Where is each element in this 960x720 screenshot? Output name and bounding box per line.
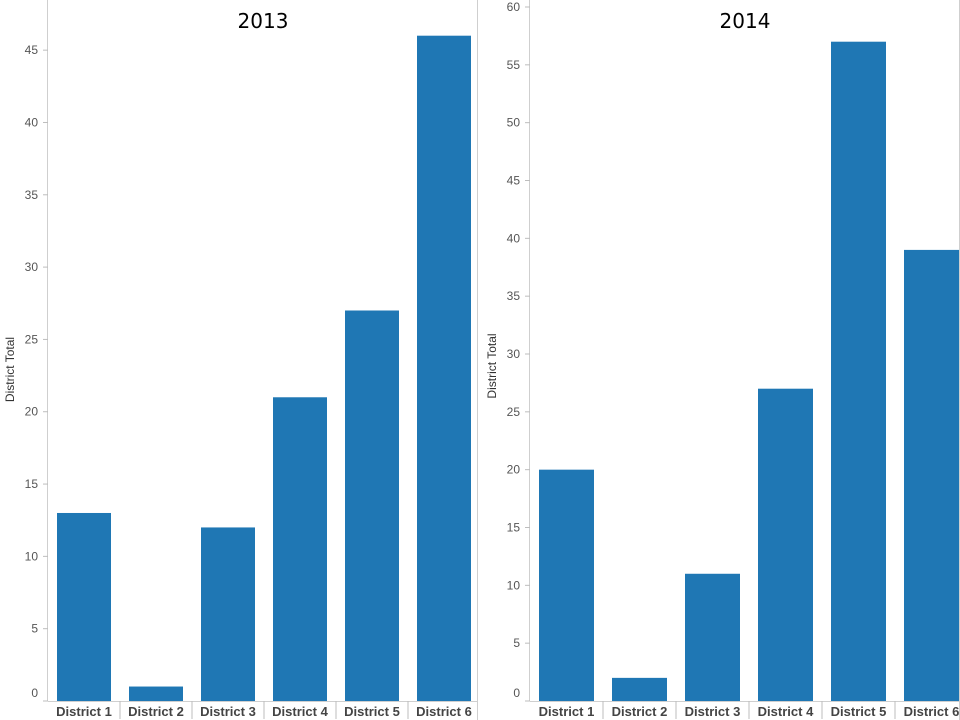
panel-2-category-label: District 5	[831, 704, 887, 719]
panel-2-bar	[539, 469, 594, 701]
panel-1-category-label: District 2	[128, 704, 184, 719]
panel-2-bar	[904, 249, 959, 701]
panel-2-title: 2014	[720, 9, 771, 33]
panel-1-bar	[201, 527, 255, 701]
panel-1-bar	[57, 512, 111, 701]
panel-1-y-axis-label: District Total	[3, 337, 17, 402]
panel-2-y-tick-label: 10	[507, 578, 521, 592]
panel-1-y-tick-label: 0	[31, 686, 38, 700]
panel-2-y-tick-label: 15	[507, 521, 521, 535]
panel-2-y-tick-label: 30	[507, 347, 521, 361]
panel-2-category-label: District 4	[758, 704, 814, 719]
panel-1-title: 2013	[238, 9, 289, 33]
panel-1-y-tick-label: 40	[25, 115, 39, 129]
panel-1-y-tick-label: 35	[25, 188, 39, 202]
panel-2-y-tick-label: 60	[507, 0, 521, 14]
panel-2-y-tick-label: 50	[507, 116, 521, 130]
panel-2-y-tick-label: 55	[507, 58, 521, 72]
panel-1-y-tick-label: 45	[25, 43, 39, 57]
panel-1-y-tick-label: 20	[25, 405, 39, 419]
panel-2-y-tick-label: 45	[507, 174, 521, 188]
panel-2-y-tick-label: 35	[507, 289, 521, 303]
panel-2-category-label: District 2	[612, 704, 668, 719]
panel-1-category-label: District 1	[56, 704, 112, 719]
panel-1-y-tick-label: 10	[25, 549, 39, 563]
panel-1-y-tick-label: 25	[25, 332, 39, 346]
panel-2-bar	[758, 388, 813, 701]
panel-1-y-tick-label: 5	[31, 622, 38, 636]
panel-2-bar	[612, 677, 667, 701]
panel-1-bar	[273, 397, 327, 701]
panel-2-y-tick-label: 0	[513, 686, 520, 700]
panel-2-category-label: District 3	[685, 704, 741, 719]
panel-2-category-label: District 6	[904, 704, 960, 719]
panel-1-bar	[129, 686, 183, 701]
panel-1-y-tick-label: 15	[25, 477, 39, 491]
panel-1-category-label: District 5	[344, 704, 400, 719]
panel-2-y-axis-label: District Total	[485, 333, 499, 398]
panel-1-bar	[345, 310, 399, 701]
panel-2-bar	[831, 41, 886, 701]
panel-1-category-label: District 6	[416, 704, 472, 719]
panel-1-bar	[417, 35, 471, 701]
panel-1-category-label: District 4	[272, 704, 328, 719]
panel-2-y-tick-label: 25	[507, 405, 521, 419]
panel-2-category-label: District 1	[539, 704, 595, 719]
panel-2-y-tick-label: 20	[507, 463, 521, 477]
panel-2-y-tick-label: 40	[507, 231, 521, 245]
panel-1-category-label: District 3	[200, 704, 256, 719]
panel-1-y-tick-label: 30	[25, 260, 39, 274]
panel-2-bar	[685, 573, 740, 701]
panel-2-y-tick-label: 5	[513, 636, 520, 650]
